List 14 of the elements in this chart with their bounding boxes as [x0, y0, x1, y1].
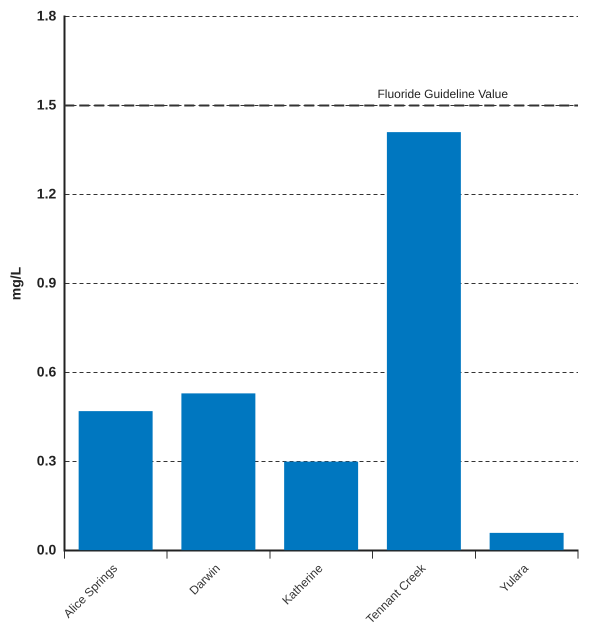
- y-tick-label: 0.6: [36, 363, 56, 380]
- y-tick-label: 0.3: [36, 452, 56, 468]
- bar: [386, 132, 461, 550]
- y-tick-label: 0.0: [36, 541, 56, 558]
- y-tick-label: 0.9: [36, 274, 56, 290]
- y-tick-label: 1.5: [36, 96, 56, 112]
- bar: [284, 462, 358, 550]
- bar: [78, 411, 153, 550]
- y-tick-label: 1.2: [36, 185, 56, 202]
- bar: [181, 393, 256, 550]
- bar: [490, 532, 564, 550]
- ref-line-label: Fluoride Guideline Value: [377, 86, 508, 101]
- y-tick-label: 1.8: [36, 7, 56, 24]
- y-axis-title: mg/L: [7, 266, 24, 300]
